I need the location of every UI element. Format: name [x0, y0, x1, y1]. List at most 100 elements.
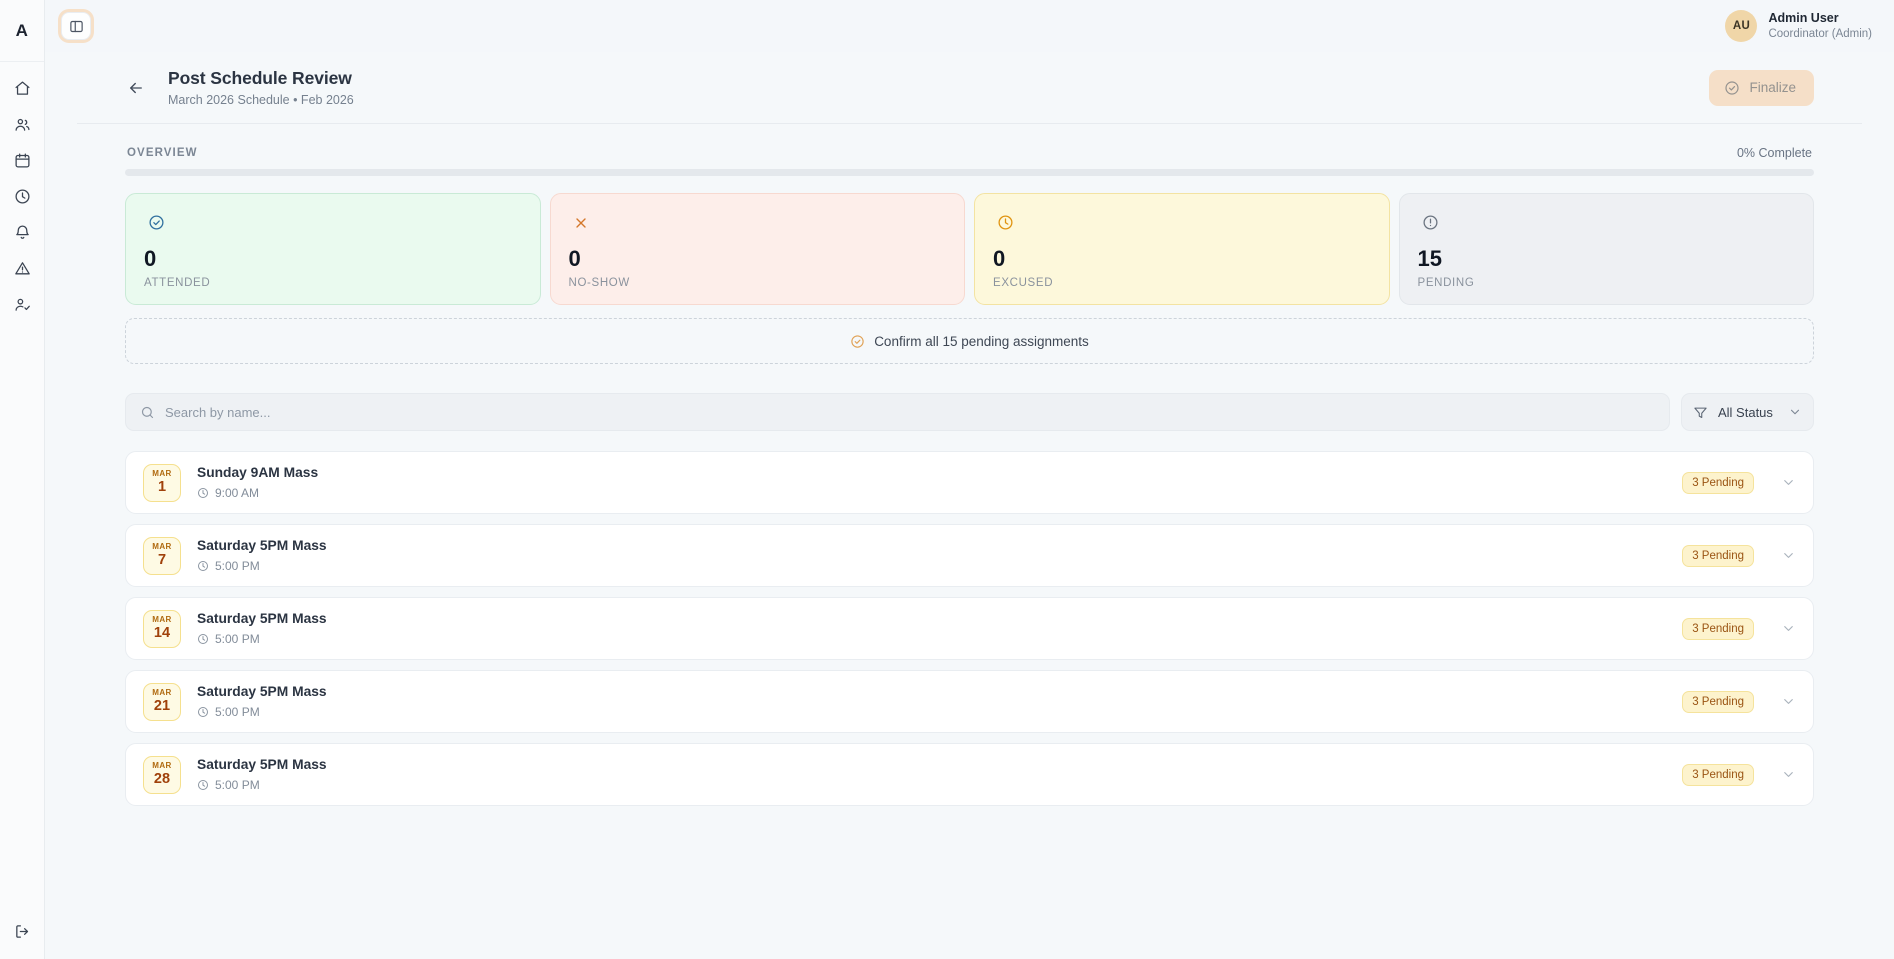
clock-icon — [998, 215, 1013, 230]
x-icon — [576, 217, 586, 228]
stat-value: 0 — [568, 246, 581, 271]
date-badge: MAR 28 — [143, 755, 181, 794]
sidebar-item-calendar[interactable] — [6, 146, 38, 174]
stat-cards: 0 ATTENDED 0 NO-SHOW 0 EXCUSED — [125, 193, 1814, 306]
chevron-down-icon — [1790, 409, 1800, 415]
finalize-button[interactable]: Finalize — [1709, 69, 1814, 106]
status-filter-select[interactable]: All Status — [1681, 393, 1814, 432]
sidebar-rail: A — [0, 0, 45, 959]
back-button[interactable] — [125, 77, 147, 99]
expand-button[interactable] — [1781, 621, 1796, 636]
page-content: OVERVIEW 0% Complete 0 ATTENDED — [77, 124, 1862, 959]
stat-label: EXCUSED — [993, 277, 1054, 290]
date-day: 21 — [153, 698, 171, 715]
app-logo[interactable]: A — [0, 0, 44, 62]
overview-row: OVERVIEW 0% Complete — [125, 124, 1814, 169]
sidebar-toggle-button[interactable] — [61, 12, 91, 40]
stat-card-no-show: 0 NO-SHOW — [549, 193, 965, 306]
date-month: MAR — [152, 615, 172, 625]
event-time: 5:00 PM — [197, 705, 1666, 719]
event-time: 5:00 PM — [197, 778, 1666, 792]
event-row[interactable]: MAR 14 Saturday 5PM Mass 5:00 PM 3 Pendi… — [125, 597, 1814, 661]
topbar: AU Admin User Coordinator (Admin) — [45, 0, 1894, 52]
home-icon — [14, 80, 30, 95]
calendar-icon — [14, 152, 30, 168]
event-time-label: 5:00 PM — [215, 632, 260, 647]
clock-icon — [198, 707, 208, 718]
event-name: Saturday 5PM Mass — [197, 611, 327, 627]
chevron-down-icon — [1784, 699, 1793, 705]
check-circle-icon — [149, 215, 164, 230]
event-time: 5:00 PM — [197, 559, 1666, 573]
expand-button[interactable] — [1781, 548, 1796, 563]
event-row[interactable]: MAR 28 Saturday 5PM Mass 5:00 PM 3 Pendi… — [125, 743, 1814, 807]
date-day: 28 — [153, 771, 171, 788]
clock-icon — [198, 488, 208, 499]
event-row[interactable]: MAR 1 Sunday 9AM Mass 9:00 AM 3 Pending — [125, 451, 1814, 515]
search-box[interactable] — [125, 393, 1670, 432]
user-check-icon — [14, 298, 30, 311]
user-chip[interactable]: AU Admin User Coordinator (Admin) — [1725, 10, 1872, 42]
users-icon — [14, 118, 30, 131]
stat-icon-excused — [993, 210, 1018, 235]
alert-circle-icon — [1422, 215, 1438, 230]
sidebar-item-logout[interactable] — [6, 917, 38, 945]
search-input[interactable] — [165, 404, 1655, 420]
event-time-label: 5:00 PM — [215, 778, 260, 793]
sidebar-item-people[interactable] — [6, 110, 38, 138]
expand-button[interactable] — [1781, 475, 1796, 490]
stat-label: NO-SHOW — [568, 277, 630, 290]
search-icon — [141, 406, 154, 418]
avatar: AU — [1725, 10, 1758, 42]
bell-icon — [15, 224, 29, 239]
event-info: Sunday 9AM Mass 9:00 AM — [197, 465, 1666, 500]
date-month: MAR — [152, 542, 172, 552]
user-role: Coordinator (Admin) — [1768, 27, 1872, 40]
sidebar-bottom — [6, 905, 38, 959]
logout-icon — [15, 924, 28, 938]
sidebar-item-attendance[interactable] — [6, 290, 38, 318]
event-row[interactable]: MAR 21 Saturday 5PM Mass 5:00 PM 3 Pendi… — [125, 670, 1814, 734]
event-name: Saturday 5PM Mass — [197, 538, 327, 554]
finalize-label: Finalize — [1749, 80, 1796, 95]
clock-icon — [14, 188, 30, 204]
status-badge: 3 Pending — [1682, 544, 1754, 567]
stat-icon-no-show — [569, 210, 594, 235]
overview-label: OVERVIEW — [127, 147, 198, 159]
date-badge: MAR 7 — [143, 536, 181, 575]
check-circle-icon — [851, 334, 864, 348]
sidebar-item-history[interactable] — [6, 182, 38, 210]
alert-triangle-icon — [14, 261, 30, 274]
page-header: Post Schedule Review March 2026 Schedule… — [77, 52, 1862, 124]
event-info: Saturday 5PM Mass 5:00 PM — [197, 684, 1666, 719]
expand-button[interactable] — [1781, 767, 1796, 782]
overview-percent: 0% Complete — [1736, 146, 1812, 160]
event-time: 9:00 AM — [197, 486, 1666, 500]
event-time-label: 5:00 PM — [215, 705, 260, 720]
progress-bar — [125, 169, 1814, 176]
stat-icon-pending — [1418, 210, 1443, 235]
confirm-all-button[interactable]: Confirm all 15 pending assignments — [125, 318, 1814, 365]
event-name: Sunday 9AM Mass — [197, 465, 319, 481]
event-info: Saturday 5PM Mass 5:00 PM — [197, 538, 1666, 573]
sidebar-item-alerts[interactable] — [6, 254, 38, 282]
event-row[interactable]: MAR 7 Saturday 5PM Mass 5:00 PM 3 Pendin… — [125, 524, 1814, 588]
sidebar-item-home[interactable] — [6, 74, 38, 102]
expand-button[interactable] — [1781, 694, 1796, 709]
page-titles: Post Schedule Review March 2026 Schedule… — [168, 68, 354, 107]
event-name: Saturday 5PM Mass — [197, 757, 327, 773]
event-time-label: 5:00 PM — [215, 559, 260, 574]
main-area: AU Admin User Coordinator (Admin) Post S… — [45, 0, 1894, 959]
stat-card-pending: 15 PENDING — [1398, 193, 1814, 306]
date-month: MAR — [152, 761, 172, 771]
confirm-all-label: Confirm all 15 pending assignments — [874, 333, 1089, 349]
stat-value: 15 — [1417, 246, 1442, 271]
event-info: Saturday 5PM Mass 5:00 PM — [197, 611, 1666, 646]
event-name: Saturday 5PM Mass — [197, 684, 327, 700]
check-circle-icon — [1725, 80, 1740, 95]
stat-value: 0 — [144, 246, 157, 271]
sidebar-item-notifications[interactable] — [6, 218, 38, 246]
chevron-down-icon — [1784, 772, 1793, 778]
arrow-left-icon — [130, 82, 142, 93]
